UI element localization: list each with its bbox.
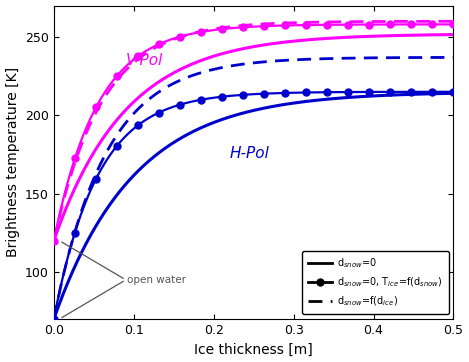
- Text: H-Pol: H-Pol: [230, 146, 270, 161]
- X-axis label: Ice thickness [m]: Ice thickness [m]: [194, 342, 313, 357]
- Y-axis label: Brightness temperature [K]: Brightness temperature [K]: [6, 67, 20, 257]
- Legend: d$_{snow}$=0, d$_{snow}$=0, T$_{ice}$=f(d$_{snow}$), d$_{snow}$=f(d$_{ice}$): d$_{snow}$=0, d$_{snow}$=0, T$_{ice}$=f(…: [302, 251, 448, 314]
- Text: V-Pol: V-Pol: [126, 53, 163, 68]
- Text: open water: open water: [128, 275, 186, 285]
